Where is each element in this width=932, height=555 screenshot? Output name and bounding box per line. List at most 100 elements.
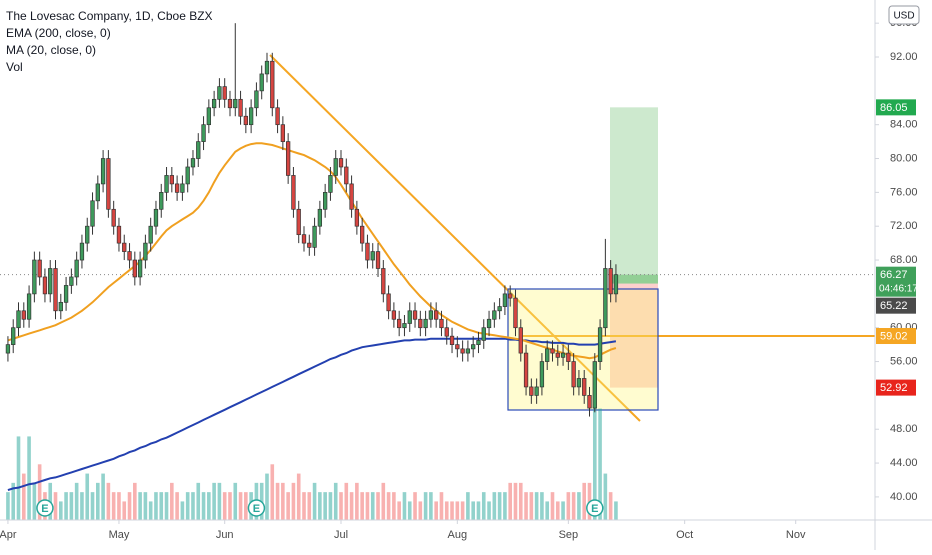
- candle-body: [275, 107, 280, 126]
- candle-body: [174, 183, 180, 193]
- volume-bar: [233, 482, 238, 520]
- volume-bar: [96, 482, 100, 520]
- candle-body: [190, 158, 196, 168]
- chart-title: The Lovesac Company, 1D, Cboe BZX: [6, 9, 213, 23]
- candle-body: [576, 378, 582, 388]
- volume-bar: [450, 501, 454, 520]
- volume-bar: [376, 492, 380, 520]
- volume-bar: [296, 473, 301, 520]
- price-label: 52.92: [880, 382, 908, 394]
- volume-bar: [69, 492, 74, 520]
- candle-body: [592, 361, 597, 409]
- volume-bar: [402, 492, 407, 520]
- price-label-box: [876, 379, 916, 396]
- volume-bar: [32, 482, 37, 520]
- candle-body: [5, 344, 11, 354]
- x-tick-label: Jul: [334, 529, 348, 541]
- indicator-line: [7, 337, 617, 492]
- candle-body: [296, 208, 301, 236]
- candle-body: [370, 251, 375, 261]
- volume-bar: [217, 482, 222, 520]
- legend-entry: MA (20, close, 0): [6, 43, 97, 57]
- candle-body: [476, 340, 481, 345]
- earnings-marker: [36, 499, 54, 517]
- current-zone: [610, 274, 658, 284]
- candle-body: [32, 259, 37, 295]
- volume-bar: [291, 482, 296, 520]
- candle-body: [74, 259, 79, 278]
- candle-body: [243, 115, 248, 126]
- volume-bar: [6, 492, 10, 520]
- candle-body: [222, 86, 227, 100]
- volume-bar: [571, 492, 576, 520]
- candle-body: [613, 274, 619, 295]
- candle-body: [434, 310, 439, 320]
- volume-bar: [111, 492, 116, 520]
- earnings-marker: [586, 499, 604, 517]
- volume-bar: [212, 482, 216, 520]
- candle-body: [365, 242, 370, 261]
- volume-bar: [603, 473, 608, 520]
- candle-body: [539, 361, 545, 388]
- volume-bar: [487, 501, 491, 520]
- candle-body: [270, 60, 275, 109]
- volume-bar: [64, 492, 68, 520]
- candle-body: [428, 310, 434, 320]
- candle-body: [137, 259, 143, 278]
- volume-bar: [11, 482, 16, 520]
- y-tick-label: 44.00: [890, 457, 918, 469]
- y-tick-label: 56.00: [890, 355, 918, 367]
- volume-bar: [138, 492, 142, 520]
- candle-body: [111, 208, 116, 227]
- candle-body: [508, 293, 513, 299]
- y-tick-label: 76.00: [890, 186, 918, 198]
- y-tick-label: 72.00: [890, 220, 918, 232]
- volume-bar: [566, 492, 571, 520]
- candle-body: [21, 310, 26, 320]
- earnings-label: E: [41, 503, 48, 515]
- candle-body: [545, 348, 550, 362]
- candle-body: [69, 276, 74, 286]
- price-label-box: [876, 297, 916, 314]
- x-tick-label: Apr: [0, 529, 17, 541]
- candle-body: [375, 251, 381, 269]
- candle-body: [513, 297, 518, 329]
- candle-body: [159, 192, 164, 210]
- candle-body: [90, 200, 95, 227]
- candle-body: [185, 166, 190, 185]
- candle-body: [227, 98, 233, 109]
- candle-body: [349, 183, 354, 210]
- candle-body: [180, 183, 185, 193]
- legend-entry: Vol: [6, 60, 23, 74]
- y-tick-label: 40.00: [890, 491, 918, 503]
- candle-body: [412, 310, 418, 320]
- volume-bar: [608, 492, 613, 520]
- candle-body: [238, 98, 243, 117]
- volume-bar: [101, 473, 105, 520]
- volume-bar: [323, 492, 327, 520]
- candle-body: [481, 327, 486, 341]
- candle-body: [164, 175, 169, 193]
- volume-bar: [238, 492, 243, 520]
- volume-bar: [74, 482, 79, 520]
- volume-bar: [423, 492, 428, 520]
- volume-bar: [106, 482, 111, 520]
- volume-bar: [143, 492, 148, 520]
- volume-bar: [339, 492, 343, 520]
- volume-bar: [545, 501, 550, 520]
- x-tick-label: Aug: [448, 529, 468, 541]
- candle-body: [153, 208, 159, 227]
- volume-bar: [550, 492, 555, 520]
- price-label-box: [876, 328, 916, 345]
- candle-body: [333, 158, 338, 176]
- volume-bar: [191, 492, 195, 520]
- volume-bar: [302, 492, 306, 520]
- volume-bar: [518, 482, 523, 520]
- volume-bar: [439, 492, 444, 520]
- volume-bar: [307, 492, 312, 520]
- candle-body: [439, 318, 444, 329]
- price-label: 86.05: [880, 102, 908, 114]
- candle-body: [449, 335, 455, 345]
- trend-line: [269, 54, 641, 422]
